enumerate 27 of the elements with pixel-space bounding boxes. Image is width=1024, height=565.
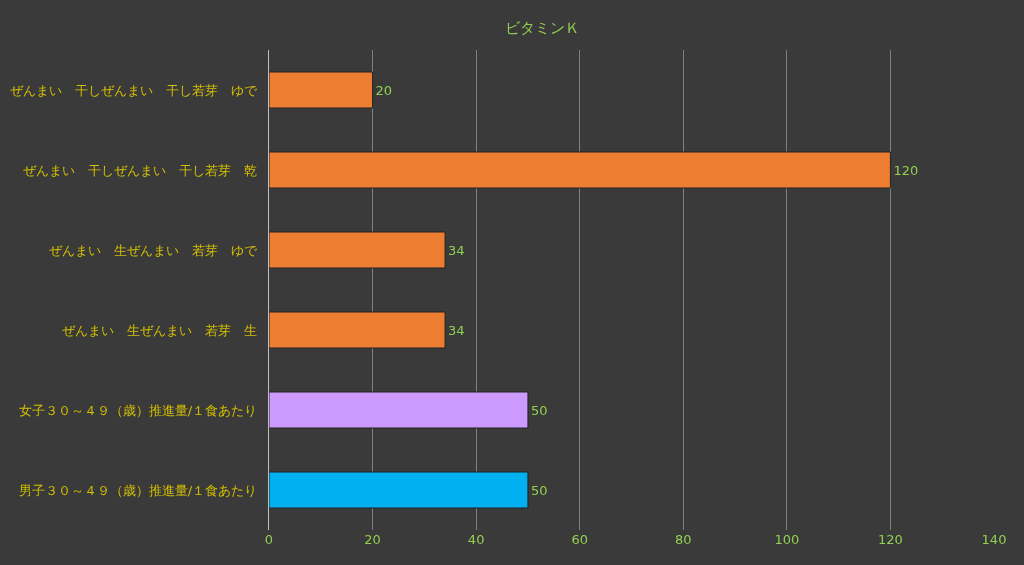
bar bbox=[269, 151, 891, 189]
x-tick-label: 20 bbox=[364, 532, 381, 547]
x-tick-label: 140 bbox=[981, 532, 1007, 547]
bar bbox=[269, 71, 374, 109]
x-tick-label: 40 bbox=[467, 532, 485, 547]
data-label: 50 bbox=[530, 482, 548, 498]
data-label: 34 bbox=[448, 242, 465, 258]
x-tick-label: 60 bbox=[571, 532, 588, 547]
bar bbox=[269, 471, 529, 509]
bar bbox=[269, 311, 446, 349]
bar bbox=[269, 231, 446, 269]
y-tick-label: 女子３０～４９（歳）推進量/１食あたり bbox=[18, 402, 266, 418]
y-tick-label: ぜんまい 干しぜんまい 干し若芽 乾 bbox=[23, 162, 266, 178]
chart-title: ビタミンＫ bbox=[505, 19, 581, 38]
y-tick-label: ぜんまい 干しぜんまい 干し若芽 ゆで bbox=[10, 82, 266, 98]
x-tick-label: 100 bbox=[774, 532, 800, 547]
y-tick-label: ぜんまい 生ぜんまい 若芽 ゆで bbox=[49, 242, 266, 258]
x-tick-label: 120 bbox=[878, 532, 903, 547]
y-tick-label: 男子３０～４９（歳）推進量/１食あたり bbox=[18, 482, 266, 498]
y-tick-label: ぜんまい 生ぜんまい 若芽 生 bbox=[62, 322, 266, 338]
x-tick-label: 0 bbox=[264, 532, 274, 547]
x-tick-label: 80 bbox=[675, 532, 692, 547]
data-label: 50 bbox=[530, 402, 548, 418]
data-label: 34 bbox=[448, 322, 465, 338]
data-label: 20 bbox=[375, 82, 393, 98]
data-label: 120 bbox=[893, 162, 919, 178]
bar bbox=[269, 391, 529, 429]
